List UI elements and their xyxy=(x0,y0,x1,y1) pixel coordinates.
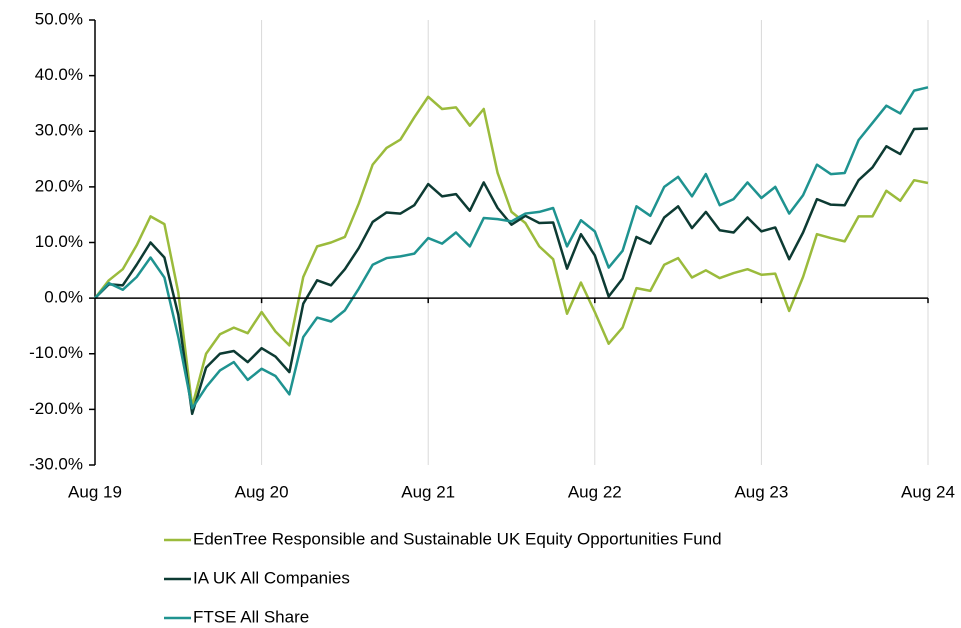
y-tick-label: 50.0% xyxy=(35,9,83,28)
y-tick-label: 0.0% xyxy=(44,288,83,307)
y-tick-label: -10.0% xyxy=(29,343,83,362)
x-tick-label: Aug 20 xyxy=(235,482,289,501)
x-tick-label: Aug 19 xyxy=(68,482,122,501)
series-line xyxy=(94,127,929,416)
legend-label: FTSE All Share xyxy=(193,607,309,626)
y-tick-label: 10.0% xyxy=(35,232,83,251)
y-tick-label: -20.0% xyxy=(29,399,83,418)
series-line xyxy=(94,86,929,410)
y-tick-label: -30.0% xyxy=(29,454,83,473)
legend-label: IA UK All Companies xyxy=(193,568,350,587)
x-tick-label: Aug 23 xyxy=(734,482,788,501)
y-tick-label: 20.0% xyxy=(35,176,83,195)
y-tick-label: 40.0% xyxy=(35,65,83,84)
x-tick-label: Aug 22 xyxy=(568,482,622,501)
x-tick-label: Aug 24 xyxy=(901,482,955,501)
legend-label: EdenTree Responsible and Sustainable UK … xyxy=(193,529,722,548)
series-line xyxy=(94,95,929,408)
y-tick-label: 30.0% xyxy=(35,121,83,140)
x-tick-label: Aug 21 xyxy=(401,482,455,501)
